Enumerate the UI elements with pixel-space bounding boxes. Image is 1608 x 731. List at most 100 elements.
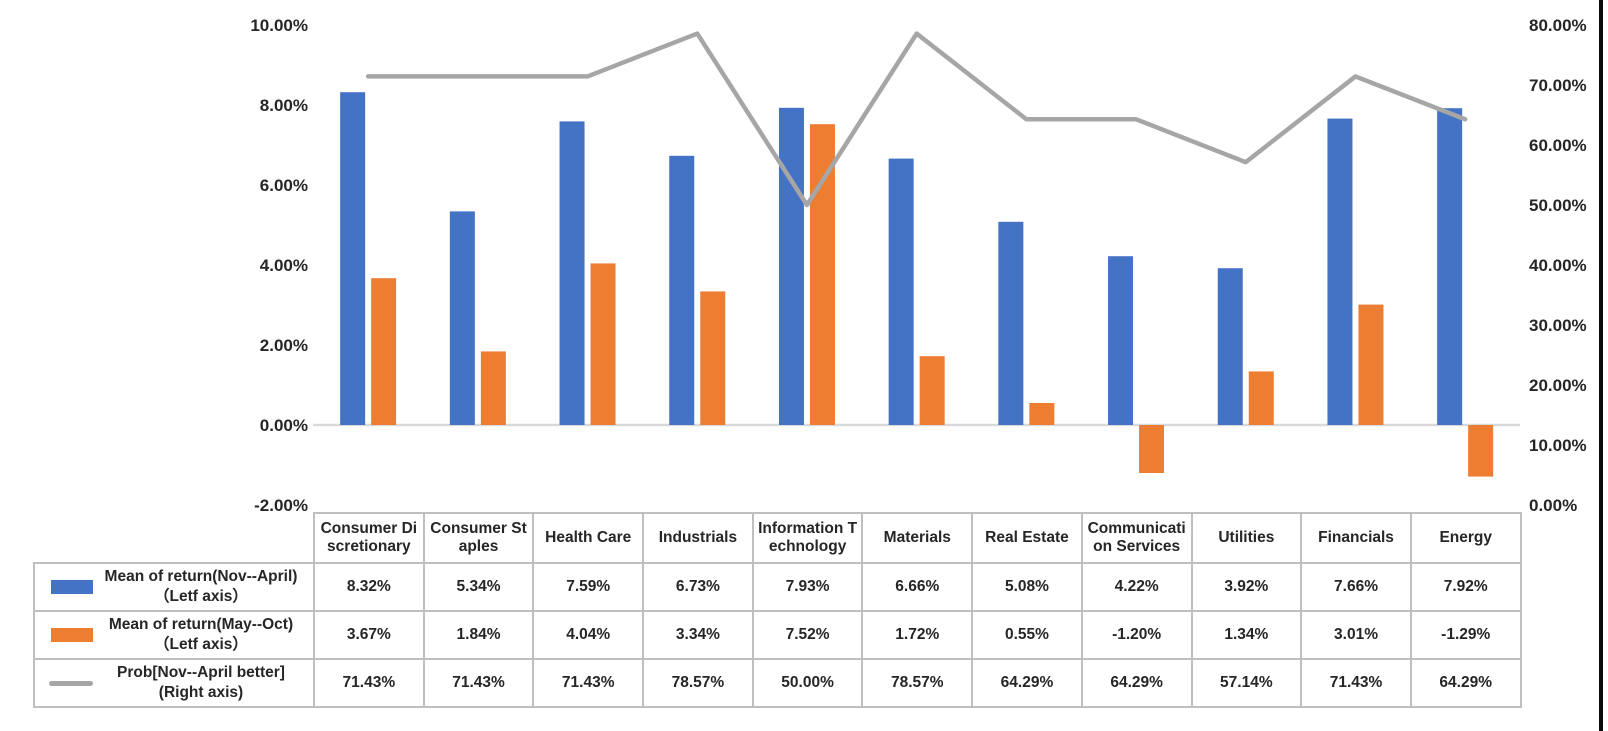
- bar-nov-april: [1437, 108, 1463, 425]
- bar-nov-april: [998, 221, 1024, 425]
- left-axis-tick: 8.00%: [260, 96, 308, 115]
- table-value-cell: 7.93%: [751, 562, 864, 612]
- right-axis-tick: 50.00%: [1529, 196, 1587, 215]
- table-row: Prob[Nov--April better] (Right axis) 71.…: [33, 658, 1522, 708]
- legend-swatch-blue-bar: [51, 580, 93, 594]
- table-value-cell: 71.43%: [422, 658, 535, 708]
- table-value-cell: 3.92%: [1190, 562, 1303, 612]
- bar-may-oct: [480, 351, 506, 425]
- category-header: Health Care: [532, 512, 645, 564]
- bar-nov-april: [449, 211, 475, 425]
- table-corner-cell: [34, 513, 314, 563]
- table-row: Mean of return(May--Oct) （Letf axis） 3.6…: [33, 610, 1522, 660]
- table-value-cell: 5.08%: [971, 562, 1083, 612]
- legend-label: Mean of return(Nov--April) （Letf axis）: [93, 567, 309, 607]
- right-axis-tick: 70.00%: [1529, 76, 1587, 95]
- table-value-cell: 7.59%: [532, 562, 645, 612]
- series-name: Mean of return(Nov--April): [104, 567, 298, 585]
- category-header: Communication Services: [1080, 512, 1193, 564]
- table-value-cell: 6.73%: [642, 562, 754, 612]
- bar-may-oct: [1029, 403, 1055, 425]
- table-value-cell: -1.20%: [1080, 610, 1193, 660]
- left-axis-tick: 10.00%: [250, 16, 308, 35]
- left-axis-tick: 6.00%: [260, 176, 308, 195]
- series-axis-note: (Right axis): [158, 684, 244, 701]
- legend-label: Prob[Nov--April better] (Right axis): [93, 663, 309, 703]
- category-header: Information Technology: [751, 512, 864, 564]
- legend-label: Mean of return(May--Oct) （Letf axis）: [93, 615, 309, 655]
- table-value-cell: 64.29%: [971, 658, 1083, 708]
- category-header: Consumer Staples: [422, 512, 535, 564]
- category-header: Industrials: [642, 512, 754, 564]
- legend-swatch-gray-line: [49, 680, 93, 686]
- left-axis-tick: 2.00%: [260, 336, 308, 355]
- table-value-cell: 1.84%: [422, 610, 535, 660]
- category-header: Materials: [861, 512, 974, 564]
- table-value-cell: 4.22%: [1080, 562, 1193, 612]
- left-axis-tick: 0.00%: [260, 416, 308, 435]
- right-axis-tick: 80.00%: [1529, 16, 1587, 35]
- bar-may-oct: [1139, 425, 1165, 473]
- table-value-cell: 50.00%: [751, 658, 864, 708]
- category-header: Real Estate: [971, 512, 1083, 564]
- combo-chart: 10.00% 8.00% 6.00% 4.00% 2.00% 0.00% -2.00% 80.…: [250, 16, 1587, 512]
- bar-may-oct: [919, 356, 945, 425]
- right-axis-tick: 40.00%: [1529, 256, 1587, 275]
- category-header: Consumer Discretionary: [313, 512, 425, 564]
- right-axis-tick: 30.00%: [1529, 316, 1587, 335]
- legend-item-may-oct: Mean of return(May--Oct) （Letf axis）: [33, 610, 315, 660]
- table-value-cell: 0.55%: [971, 610, 1083, 660]
- category-header: Energy: [1409, 512, 1522, 564]
- table-value-cell: 1.72%: [861, 610, 974, 660]
- table-value-cell: 4.04%: [532, 610, 645, 660]
- bar-nov-april: [778, 107, 804, 426]
- bar-nov-april: [1108, 256, 1134, 425]
- right-axis-tick: 20.00%: [1529, 376, 1587, 395]
- table-value-cell: 3.67%: [313, 610, 425, 660]
- table-value-cell: 64.29%: [1409, 658, 1522, 708]
- table-value-cell: -1.29%: [1409, 610, 1522, 660]
- table-value-cell: 6.66%: [861, 562, 974, 612]
- category-header: Financials: [1300, 512, 1412, 564]
- bar-may-oct: [590, 263, 616, 425]
- bar-nov-april: [1327, 118, 1353, 425]
- bar-nov-april: [669, 155, 695, 426]
- table-value-cell: 71.43%: [313, 658, 425, 708]
- table-value-cell: 57.14%: [1190, 658, 1303, 708]
- bar-may-oct: [809, 124, 835, 425]
- category-header: Utilities: [1190, 512, 1303, 564]
- table-value-cell: 78.57%: [861, 658, 974, 708]
- bar-nov-april: [888, 158, 914, 425]
- table-value-cell: 71.43%: [1300, 658, 1412, 708]
- right-axis-tick: 60.00%: [1529, 136, 1587, 155]
- series-name: Prob[Nov--April better]: [117, 663, 285, 681]
- table-value-cell: 3.34%: [642, 610, 754, 660]
- left-axis-tick: 4.00%: [260, 256, 308, 275]
- window-right-edge: [1599, 0, 1603, 731]
- table-value-cell: 7.92%: [1409, 562, 1522, 612]
- bar-may-oct: [1358, 304, 1384, 425]
- table-value-cell: 7.52%: [751, 610, 864, 660]
- data-table: Consumer Discretionary Consumer Staples He…: [33, 512, 1522, 708]
- table-header-row: Consumer Discretionary Consumer Staples He…: [34, 512, 1522, 564]
- series-axis-note: （Letf axis）: [154, 588, 248, 605]
- legend-item-nov-april: Mean of return(Nov--April) （Letf axis）: [33, 562, 315, 612]
- table-value-cell: 78.57%: [642, 658, 754, 708]
- left-axis-tick: -2.00%: [254, 496, 308, 512]
- table-value-cell: 1.34%: [1190, 610, 1303, 660]
- table-row: Mean of return(Nov--April) （Letf axis） 8…: [33, 562, 1522, 612]
- prob-line: [365, 31, 1468, 208]
- table-value-cell: 8.32%: [313, 562, 425, 612]
- bar-may-oct: [700, 291, 726, 425]
- table-value-cell: 7.66%: [1300, 562, 1412, 612]
- bar-nov-april: [1217, 268, 1243, 425]
- legend-swatch-orange-bar: [51, 628, 93, 642]
- table-value-cell: 3.01%: [1300, 610, 1412, 660]
- table-value-cell: 5.34%: [422, 562, 535, 612]
- series-axis-note: （Letf axis）: [154, 636, 248, 653]
- bar-may-oct: [1468, 425, 1494, 477]
- right-axis-tick: 10.00%: [1529, 436, 1587, 455]
- bar-may-oct: [371, 278, 397, 425]
- table-value-cell: 64.29%: [1080, 658, 1193, 708]
- table-value-cell: 71.43%: [532, 658, 645, 708]
